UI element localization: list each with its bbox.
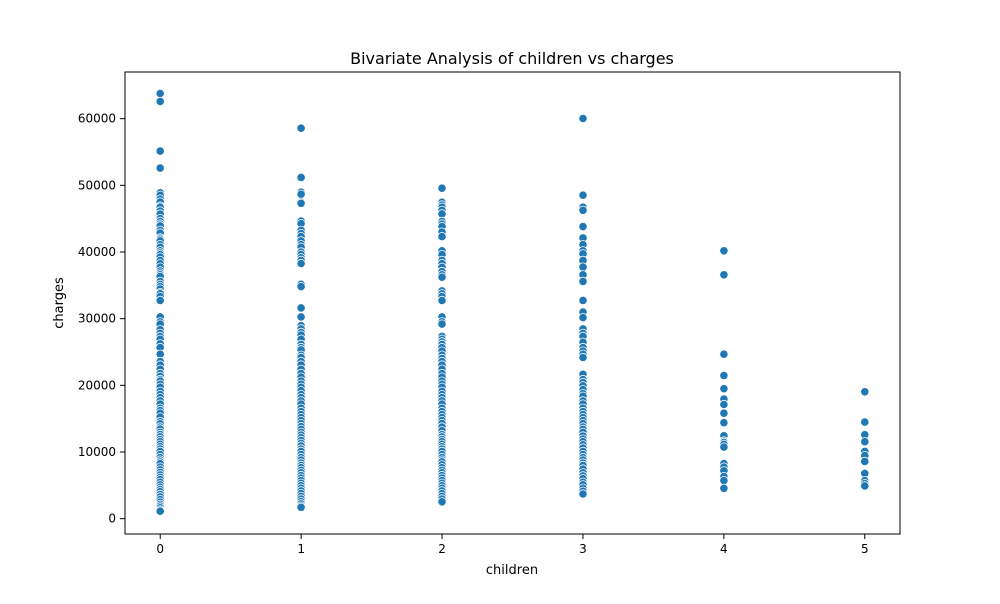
data-point [296,303,306,313]
x-tick-label: 3 [579,542,587,556]
data-point [719,442,729,452]
plot-area-frame [124,71,901,535]
data-point [860,456,870,466]
data-point [296,312,306,322]
x-axis: 0 1 2 3 4 5 [156,534,869,556]
data-point [578,262,588,272]
y-tick-label: 30000 [78,312,116,326]
data-point [719,418,729,428]
x-axis-label: children [486,563,538,578]
y-axis: 0 10000 20000 30000 40000 50000 60000 [78,112,125,526]
data-point [578,190,588,200]
data-point [155,506,165,516]
data-point [578,489,588,499]
data-point [719,370,729,381]
data-point [860,417,870,427]
data-point [719,246,729,256]
data-point [155,88,165,99]
data-point [155,146,165,156]
y-tick-label: 40000 [78,245,116,259]
data-point [578,205,588,215]
data-point [437,272,447,282]
x-tick-label: 4 [720,542,728,556]
data-point [578,222,588,232]
data-point [719,270,729,280]
data-point [719,475,729,486]
data-point [719,483,729,493]
data-point [296,123,306,133]
y-tick-label: 20000 [78,378,116,392]
data-point [155,96,165,107]
data-point [437,319,447,329]
data-point [437,232,447,242]
data-point [578,312,588,323]
points-layer [155,88,870,516]
x-tick-label: 1 [297,542,305,556]
data-point [719,384,729,394]
y-tick-label: 60000 [78,112,116,126]
data-point [296,258,306,269]
data-point [860,437,870,447]
data-point [296,172,306,182]
x-tick-label: 5 [861,542,869,556]
data-point [155,163,165,173]
data-point [296,281,306,292]
data-point [578,295,588,305]
y-tick-label: 0 [108,512,116,526]
data-point [437,295,447,305]
data-point [155,295,165,305]
data-point [578,352,588,363]
data-point [578,276,588,286]
data-point [719,349,729,359]
data-point [437,183,447,193]
chart-title: Bivariate Analysis of children vs charge… [350,49,674,68]
data-point [860,481,870,491]
data-point [719,408,729,418]
y-tick-label: 10000 [78,445,116,459]
data-point [860,387,870,397]
data-point [578,113,588,124]
data-point [296,198,306,208]
data-point [296,189,306,199]
y-tick-label: 50000 [78,178,116,192]
x-tick-label: 2 [438,542,446,556]
x-tick-label: 0 [156,542,164,556]
data-point [719,399,729,410]
y-axis-label: charges [52,277,67,329]
data-point [437,497,447,507]
data-point [296,502,306,512]
